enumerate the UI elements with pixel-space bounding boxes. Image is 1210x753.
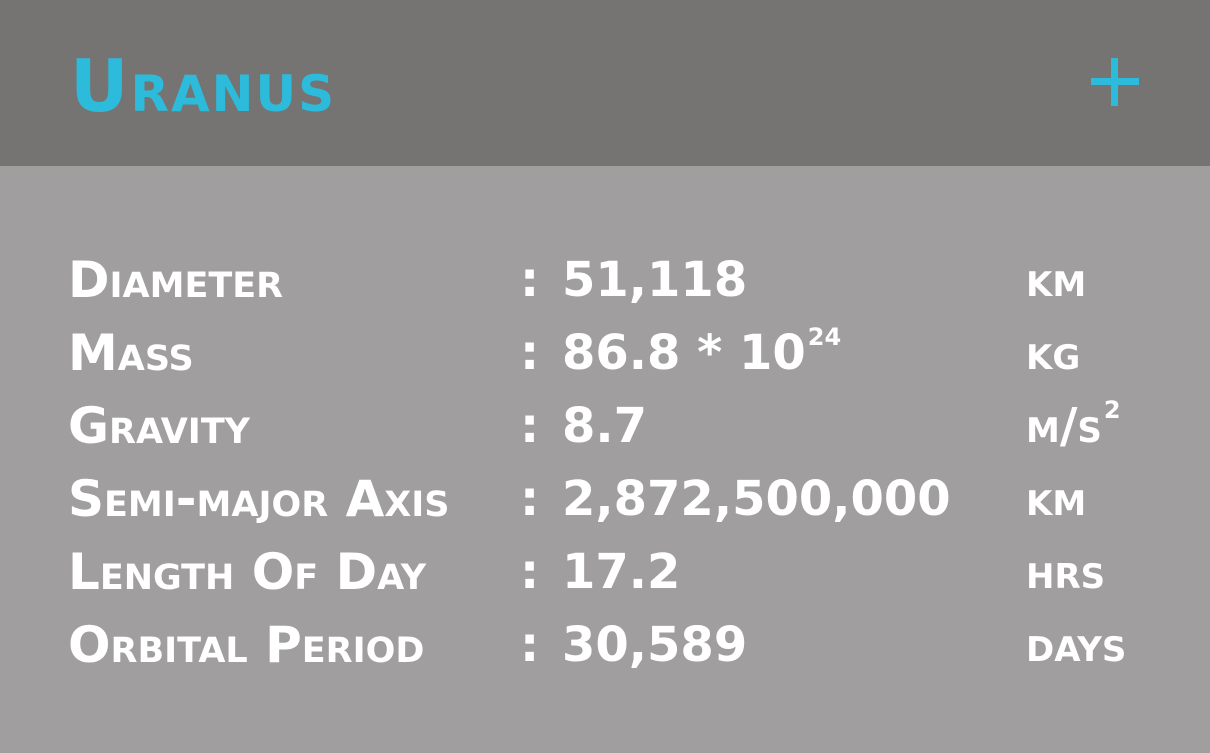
stat-label: Orbital Period	[68, 616, 425, 674]
stat-label: Diameter	[68, 251, 284, 309]
stat-value: 51,118	[562, 244, 747, 317]
stat-separator: :	[520, 617, 540, 673]
stat-value-text: 30,589	[562, 617, 748, 673]
stat-separator: :	[520, 325, 540, 381]
stat-value-text: 51,118	[562, 252, 748, 308]
stats-list: Diameter : 51,118 km Mass : 86.8 * 1024 …	[0, 244, 1210, 682]
stat-value-text: 2,872,500,000	[562, 471, 951, 527]
stat-unit-text: m/s	[1026, 398, 1102, 454]
stat-unit: km	[1026, 471, 1087, 527]
stat-label: Length Of Day	[68, 543, 427, 601]
stat-unit: hrs	[1026, 544, 1106, 600]
stat-unit: m/s2	[1026, 390, 1121, 463]
card-header: Uranus	[0, 0, 1210, 166]
stat-separator: :	[520, 398, 540, 454]
stat-value: 30,589	[562, 609, 747, 682]
planet-title: Uranus	[70, 44, 337, 128]
stat-label: Mass	[68, 324, 194, 382]
stat-separator: :	[520, 252, 540, 308]
stat-row-diameter: Diameter : 51,118 km	[0, 244, 1210, 317]
stat-row-orbital-period: Orbital Period : 30,589 days	[0, 609, 1210, 682]
stat-unit-exponent: 2	[1103, 396, 1121, 424]
stat-unit: km	[1026, 252, 1087, 308]
stat-row-mass: Mass : 86.8 * 1024 kg	[0, 317, 1210, 390]
stat-label: Gravity	[68, 397, 251, 455]
stat-separator: :	[520, 544, 540, 600]
stat-value-exponent: 24	[807, 323, 842, 351]
stat-value: 2,872,500,000	[562, 463, 951, 536]
stat-label: Semi-major Axis	[68, 470, 450, 528]
stat-value-text: 86.8 * 10	[562, 325, 806, 381]
stat-row-gravity: Gravity : 8.7 m/s2	[0, 390, 1210, 463]
stat-unit: days	[1026, 617, 1127, 673]
stat-row-length-of-day: Length Of Day : 17.2 hrs	[0, 536, 1210, 609]
stat-value: 17.2	[562, 536, 680, 609]
stat-unit: kg	[1026, 325, 1081, 381]
stat-value-text: 8.7	[562, 398, 648, 454]
stat-separator: :	[520, 471, 540, 527]
expand-button[interactable]	[1084, 52, 1146, 114]
stat-value: 8.7	[562, 390, 647, 463]
plus-icon-vertical-bar	[1111, 58, 1118, 106]
stat-value: 86.8 * 1024	[562, 317, 841, 390]
stat-row-semi-major-axis: Semi-major Axis : 2,872,500,000 km	[0, 463, 1210, 536]
stat-value-text: 17.2	[562, 544, 681, 600]
